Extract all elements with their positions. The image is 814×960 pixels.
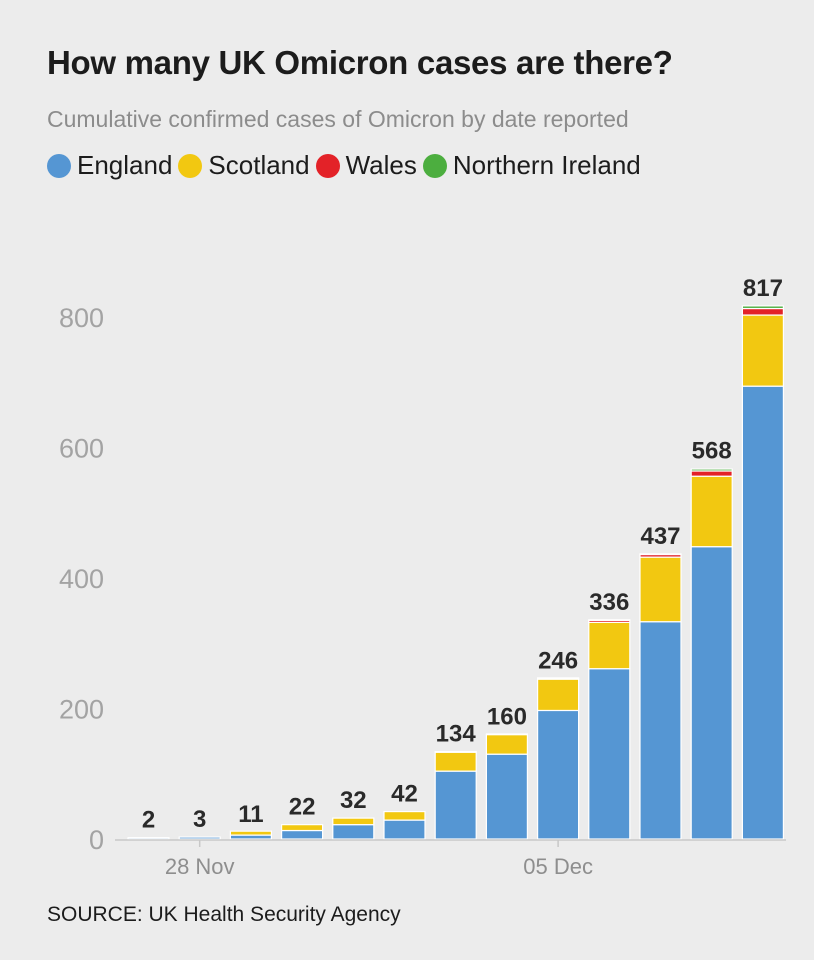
total-label-5: 42 bbox=[391, 781, 418, 808]
bar-wales-12 bbox=[741, 307, 785, 316]
bar-wales-6 bbox=[434, 750, 477, 753]
bar-northern-ireland-10 bbox=[639, 553, 682, 556]
legend-item-wales: Wales bbox=[315, 150, 417, 181]
bar-england-0 bbox=[127, 837, 170, 840]
bar-scotland-7 bbox=[485, 733, 528, 755]
bar-scotland-2 bbox=[229, 830, 272, 836]
legend-label-england: England bbox=[77, 150, 173, 180]
bar-scotland-9 bbox=[588, 621, 631, 670]
y-tick-label-0: 0 bbox=[89, 825, 104, 855]
bar-scotland-10 bbox=[639, 556, 682, 623]
total-label-10: 437 bbox=[640, 523, 680, 550]
bar-england-4 bbox=[332, 824, 375, 840]
chart-title: How many UK Omicron cases are there? bbox=[47, 44, 673, 81]
y-tick-label-200: 200 bbox=[59, 695, 104, 725]
total-label-1: 3 bbox=[193, 806, 206, 833]
bar-scotland-3 bbox=[281, 824, 324, 832]
bar-scotland-11 bbox=[690, 475, 733, 548]
bar-england-7 bbox=[485, 753, 528, 840]
bar-wales-11 bbox=[690, 470, 733, 477]
bar-scotland-5 bbox=[383, 810, 426, 821]
y-tick-label-800: 800 bbox=[59, 303, 104, 333]
total-label-7: 160 bbox=[487, 704, 527, 731]
bar-england-10 bbox=[639, 621, 682, 840]
bar-northern-ireland-9 bbox=[588, 619, 631, 622]
total-label-6: 134 bbox=[436, 721, 477, 748]
x-tick-label-1: 28 Nov bbox=[165, 854, 235, 879]
northern-ireland-legend-icon bbox=[422, 153, 447, 178]
total-label-11: 568 bbox=[692, 437, 732, 464]
wales-legend-icon bbox=[315, 153, 340, 178]
bar-scotland-8 bbox=[536, 678, 580, 712]
source-note: SOURCE: UK Health Security Agency bbox=[47, 903, 401, 926]
bar-england-3 bbox=[281, 829, 324, 840]
x-tick-label-8: 05 Dec bbox=[523, 854, 593, 879]
bar-scotland-6 bbox=[434, 751, 477, 772]
total-label-12: 817 bbox=[743, 275, 783, 302]
bar-scotland-12 bbox=[741, 314, 785, 387]
legend-label-northern-ireland: Northern Ireland bbox=[452, 150, 641, 180]
bar-wales-7 bbox=[485, 733, 528, 736]
legend: England Scotland Wales Northern Ireland bbox=[47, 150, 647, 181]
bar-england-1 bbox=[178, 836, 221, 840]
bar-england-6 bbox=[434, 770, 477, 840]
y-tick-label-600: 600 bbox=[59, 434, 104, 464]
total-label-4: 32 bbox=[340, 787, 367, 814]
legend-item-northern-ireland: Northern Ireland bbox=[422, 150, 641, 181]
legend-item-england: England bbox=[47, 150, 172, 181]
total-label-2: 11 bbox=[238, 801, 263, 828]
total-label-0: 2 bbox=[142, 807, 155, 834]
bar-england-9 bbox=[588, 668, 631, 840]
bar-england-8 bbox=[536, 709, 580, 840]
bar-england-11 bbox=[690, 546, 733, 840]
bar-scotland-4 bbox=[332, 817, 375, 826]
total-label-9: 336 bbox=[589, 589, 629, 616]
bar-northern-ireland-8 bbox=[536, 677, 580, 680]
legend-label-wales: Wales bbox=[345, 150, 417, 180]
legend-label-scotland: Scotland bbox=[208, 150, 310, 180]
bar-england-12 bbox=[741, 385, 785, 840]
bar-northern-ireland-11 bbox=[690, 468, 733, 472]
total-label-3: 22 bbox=[289, 794, 316, 821]
bar-england-5 bbox=[383, 819, 426, 840]
england-legend-icon bbox=[47, 153, 71, 178]
total-label-8: 246 bbox=[538, 647, 578, 674]
chart-subtitle: Cumulative confirmed cases of Omicron by… bbox=[47, 106, 629, 132]
bar-northern-ireland-12 bbox=[741, 305, 785, 310]
legend-item-scotland: Scotland bbox=[178, 150, 310, 181]
y-tick-label-400: 400 bbox=[59, 564, 104, 594]
scotland-legend-icon bbox=[178, 153, 203, 178]
